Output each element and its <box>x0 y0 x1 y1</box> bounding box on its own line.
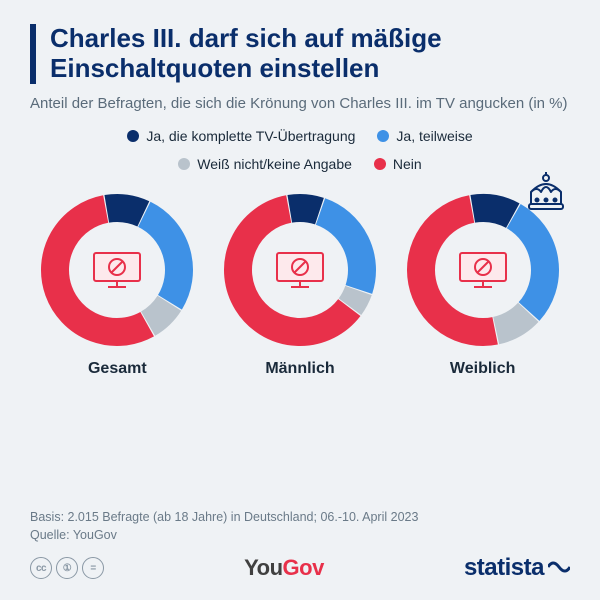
title-block: Charles III. darf sich auf mäßige Einsch… <box>30 24 570 84</box>
cc-badge: cc <box>30 557 52 579</box>
legend-dot <box>127 130 139 142</box>
chart-subtitle: Anteil der Befragten, die sich die Krönu… <box>30 94 570 114</box>
chart-label: Weiblich <box>450 360 516 378</box>
footer: Basis: 2.015 Befragte (ab 18 Jahre) in D… <box>30 509 570 582</box>
legend-label: Ja, teilweise <box>396 128 472 144</box>
donut-segment <box>472 208 512 216</box>
chart-column: 825562 Männlich <box>213 190 388 378</box>
statista-wave-icon <box>548 554 570 582</box>
donut-segment <box>350 291 359 307</box>
yougov-gov: Gov <box>283 555 324 580</box>
statista-text: statista <box>464 554 544 582</box>
donut-svg <box>37 190 197 350</box>
donut-segment <box>496 312 528 330</box>
donut-segment <box>320 212 362 290</box>
donut-segment <box>107 208 144 214</box>
legend-dot <box>377 130 389 142</box>
donut-segment <box>148 303 169 323</box>
crown-icon <box>523 172 569 212</box>
legend-label: Weiß nicht/keine Angabe <box>197 156 352 172</box>
basis-text: Basis: 2.015 Befragte (ab 18 Jahre) in D… <box>30 510 418 524</box>
chart-label: Männlich <box>265 360 334 378</box>
donut-segment <box>290 208 320 211</box>
donut-svg <box>403 190 563 350</box>
donut-segment <box>421 209 495 332</box>
footer-basis: Basis: 2.015 Befragte (ab 18 Jahre) in D… <box>30 509 570 544</box>
donut-segment <box>145 214 180 302</box>
infographic-card: Charles III. darf sich auf mäßige Einsch… <box>0 0 600 600</box>
donut-wrap: 1027856 <box>37 190 197 350</box>
footer-logos: cc①= YouGov statista <box>30 554 570 582</box>
cc-badges: cc①= <box>30 557 104 579</box>
donut-wrap: 825562 <box>220 190 380 350</box>
chart-column: 1027856 Gesamt <box>30 190 205 378</box>
donut-segment <box>513 216 544 311</box>
donut-segment <box>55 209 147 332</box>
donut-charts-row: 1027856 Gesamt825562 Männlich11291051 <box>30 190 570 378</box>
legend-item: Weiß nicht/keine Angabe <box>178 156 352 172</box>
legend: Ja, die komplette TV-Übertragung Ja, teil… <box>30 128 570 172</box>
chart-label: Gesamt <box>88 360 147 378</box>
quelle-text: Quelle: YouGov <box>30 528 117 542</box>
donut-wrap: 11291051 <box>403 190 563 350</box>
legend-item: Ja, die komplette TV-Übertragung <box>127 128 355 144</box>
legend-label: Nein <box>393 156 422 172</box>
yougov-you: You <box>244 555 282 580</box>
legend-label: Ja, die komplette TV-Übertragung <box>146 128 355 144</box>
legend-item: Nein <box>374 156 422 172</box>
yougov-logo: YouGov <box>244 555 324 581</box>
donut-svg <box>220 190 380 350</box>
statista-logo: statista <box>464 554 570 582</box>
chart-title: Charles III. darf sich auf mäßige Einsch… <box>50 24 570 84</box>
legend-dot <box>178 158 190 170</box>
chart-column: 11291051 Weiblich <box>395 190 570 378</box>
legend-dot <box>374 158 386 170</box>
cc-badge: = <box>82 557 104 579</box>
cc-badge: ① <box>56 557 78 579</box>
legend-item: Ja, teilweise <box>377 128 472 144</box>
